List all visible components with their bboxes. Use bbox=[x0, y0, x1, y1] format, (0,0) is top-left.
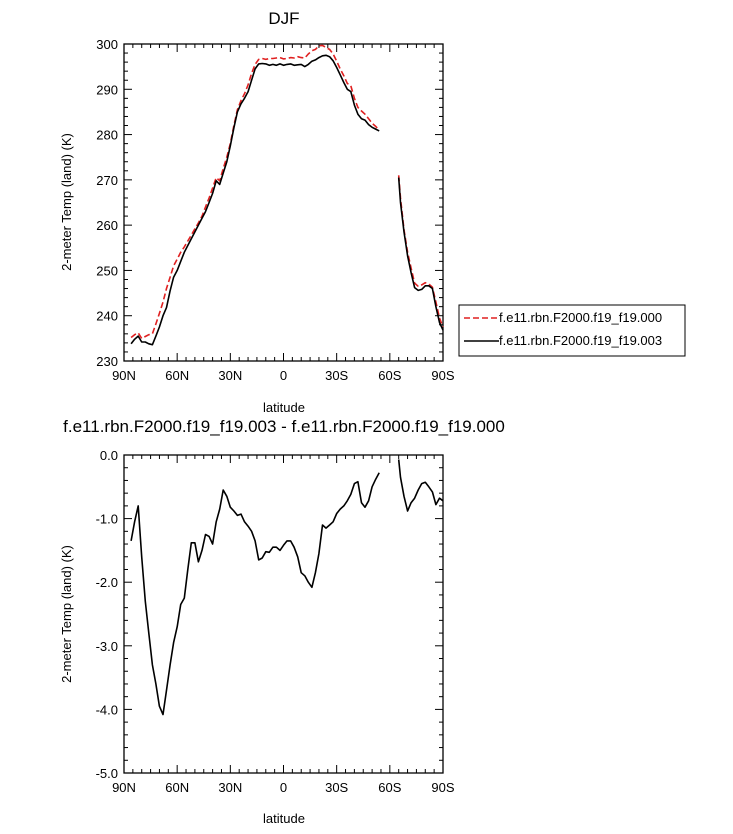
y-tick-label: -2.0 bbox=[96, 575, 118, 590]
chart-title: DJF bbox=[268, 9, 299, 28]
x-tick-label: 60N bbox=[165, 780, 189, 795]
y-tick-label: -3.0 bbox=[96, 639, 118, 654]
y-axis-label: 2-meter Temp (land) (K) bbox=[59, 133, 74, 271]
y-tick-label: 300 bbox=[96, 37, 118, 52]
y-tick-label: -1.0 bbox=[96, 512, 118, 527]
series-2-line bbox=[130, 54, 380, 346]
chart-title: f.e11.rbn.F2000.f19_f19.003 - f.e11.rbn.… bbox=[63, 417, 505, 436]
difference-panel: f.e11.rbn.F2000.f19_f19.003 - f.e11.rbn.… bbox=[59, 417, 505, 826]
x-tick-label: 30N bbox=[218, 780, 242, 795]
x-tick-label: 30N bbox=[218, 368, 242, 383]
x-axis-label: latitude bbox=[263, 811, 305, 826]
x-tick-label: 30S bbox=[325, 368, 348, 383]
x-tick-label: 90S bbox=[431, 368, 454, 383]
series-lines bbox=[130, 44, 444, 346]
series-2-line bbox=[397, 177, 444, 331]
axis-ticks: 90N 60N 30N 0 30S 60S 90S 230 240 250 260 270 280 290… bbox=[96, 37, 455, 383]
series-1-line bbox=[397, 459, 444, 512]
plot-frame bbox=[123, 454, 444, 774]
x-tick-label: 0 bbox=[280, 780, 287, 795]
y-tick-label: 270 bbox=[96, 173, 118, 188]
y-axis-label: 2-meter Temp (land) (K) bbox=[59, 545, 74, 683]
x-tick-label: 30S bbox=[325, 780, 348, 795]
series-1-line bbox=[397, 175, 444, 328]
y-tick-label: 230 bbox=[96, 354, 118, 369]
legend: f.e11.rbn.F2000.f19_f19.000 f.e11.rbn.F2… bbox=[458, 304, 686, 357]
y-tick-label: -5.0 bbox=[96, 766, 118, 781]
plot-frame bbox=[123, 43, 444, 362]
series-lines bbox=[130, 459, 444, 716]
series-1-line bbox=[130, 44, 380, 340]
legend-box bbox=[458, 304, 686, 357]
y-tick-label: 280 bbox=[96, 128, 118, 143]
series-1-line bbox=[130, 472, 380, 716]
y-tick-label: 240 bbox=[96, 309, 118, 324]
axis-ticks: 90N 60N 30N 0 30S 60S 90S 0.0 -1.0 -2.0 -3.0 -4.0 -5… bbox=[96, 448, 455, 795]
x-tick-label: 0 bbox=[280, 368, 287, 383]
y-tick-label: 250 bbox=[96, 263, 118, 278]
x-tick-label: 90S bbox=[431, 780, 454, 795]
x-tick-label: 60N bbox=[165, 368, 189, 383]
x-tick-label: 90N bbox=[112, 780, 136, 795]
y-tick-label: -4.0 bbox=[96, 702, 118, 717]
legend-label-series-1: f.e11.rbn.F2000.f19_f19.000 bbox=[499, 310, 662, 325]
x-tick-label: 60S bbox=[378, 368, 401, 383]
y-tick-label: 0.0 bbox=[100, 448, 118, 463]
y-tick-label: 260 bbox=[96, 218, 118, 233]
legend-label-series-2: f.e11.rbn.F2000.f19_f19.003 bbox=[499, 333, 662, 348]
x-tick-label: 60S bbox=[378, 780, 401, 795]
temperature-panel: DJF 90N 60N 30N 0 30S 60S 90S 230 240 250 260 270 28… bbox=[59, 9, 686, 415]
y-tick-label: 290 bbox=[96, 82, 118, 97]
x-axis-label: latitude bbox=[263, 400, 305, 415]
x-tick-label: 90N bbox=[112, 368, 136, 383]
